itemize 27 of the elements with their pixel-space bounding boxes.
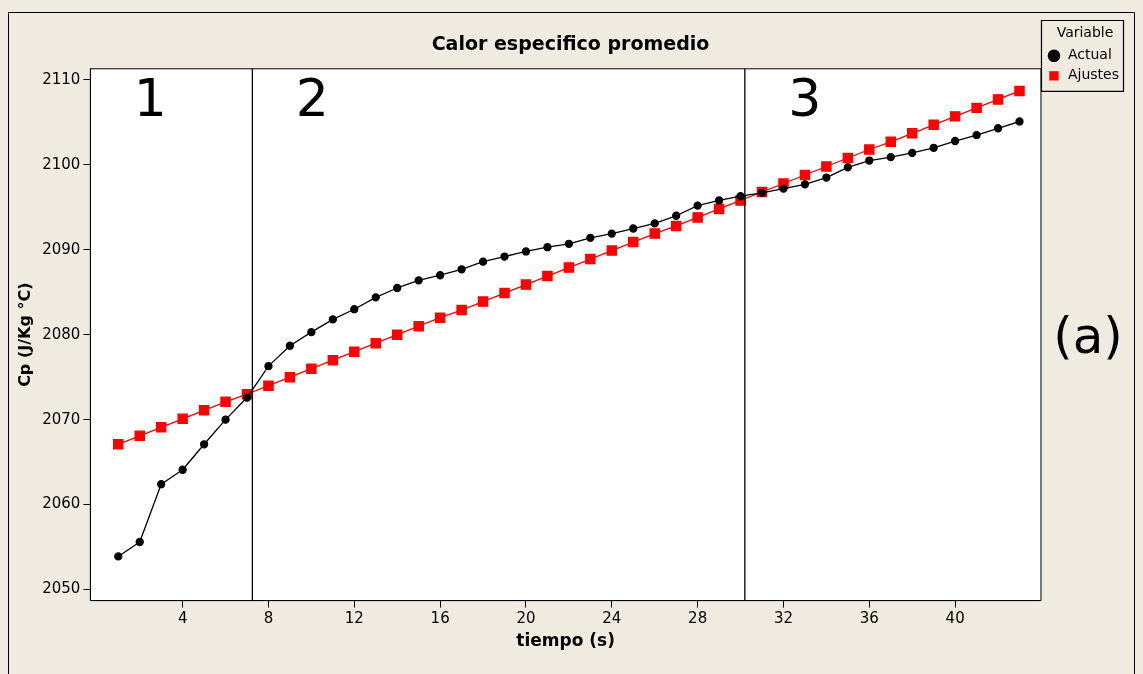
- y-tick-label: 2050: [42, 579, 81, 598]
- x-tick-label: 8: [263, 609, 274, 628]
- x-tick-label: 20: [516, 609, 536, 628]
- legend-label: Ajustes: [1067, 66, 1119, 83]
- x-tick-label: 16: [430, 609, 450, 628]
- chart-title: Calor especifico promedio: [431, 32, 710, 55]
- annotation: 1: [133, 68, 167, 129]
- legend-label: Actual: [1067, 46, 1112, 63]
- y-axis-title: Cp (J/Kg °C): [14, 282, 34, 387]
- annotation: 2: [295, 68, 329, 129]
- x-tick-label: 24: [602, 609, 622, 628]
- y-tick-label: 2100: [42, 154, 81, 173]
- y-tick-label: 2070: [42, 409, 81, 428]
- x-tick-label: 12: [344, 609, 364, 628]
- legend-title: Variable: [1056, 23, 1114, 40]
- x-axis-title: tiempo (s): [516, 630, 615, 651]
- x-tick-label: 28: [688, 609, 708, 628]
- x-tick-label: 32: [773, 609, 794, 628]
- x-tick-label: 36: [859, 609, 879, 628]
- y-tick-label: 2090: [42, 239, 81, 258]
- annotation: 3: [788, 68, 822, 129]
- text: (a): [1053, 306, 1123, 365]
- y-tick-label: 2060: [42, 494, 81, 513]
- y-tick-label: 2110: [42, 69, 81, 88]
- y-tick-label: 2080: [42, 324, 81, 343]
- x-tick-label: 4: [177, 609, 188, 628]
- x-tick-label: 40: [945, 609, 965, 628]
